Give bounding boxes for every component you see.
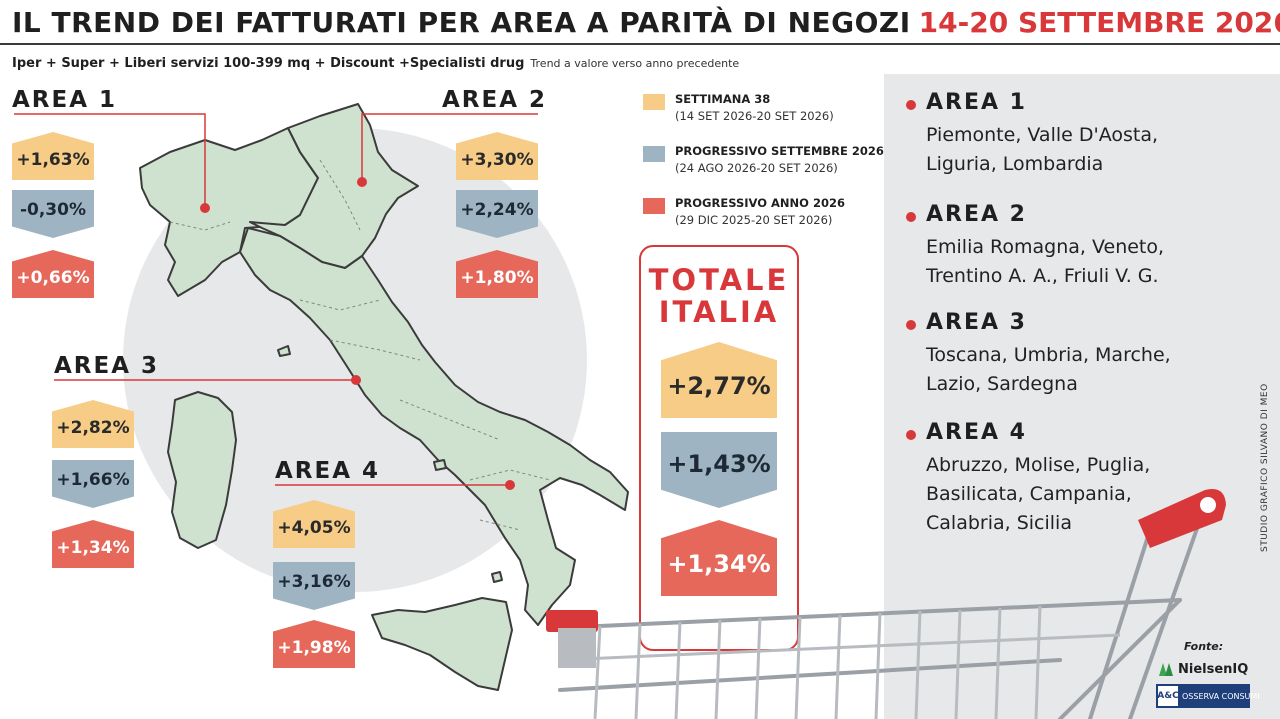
nielsen-logo: NielsenIQ [1158, 659, 1248, 679]
area-1-leader [14, 113, 206, 208]
osserva-consumi-logo: A&C OSSERVA CONSUMI [1156, 684, 1260, 708]
area-1-progressivo-settembre-badge: -0,30% [12, 190, 94, 238]
region-line: Toscana, Umbria, Marche, [926, 344, 1171, 366]
totale-title-line2: ITALIA [658, 295, 780, 329]
title-divider [0, 43, 1280, 45]
region-line: Abruzzo, Molise, Puglia, [926, 454, 1151, 476]
region-bullet [906, 100, 916, 110]
cart-handle-left [546, 610, 598, 632]
area-4-label: AREA 4 [275, 458, 381, 484]
region-title: AREA 2 [926, 202, 1027, 227]
nielsen-logo-text: NielsenIQ [1178, 661, 1249, 677]
map-island-2 [491, 571, 503, 583]
map-island-1 [433, 459, 447, 471]
totale-title-line1: TOTALE [648, 263, 790, 297]
area-3-dot [351, 375, 361, 385]
map-sardinia [167, 391, 237, 549]
area-2-progressivo-settembre-badge: +2,24% [456, 190, 538, 238]
legend-swatch-settimana [643, 94, 665, 110]
region-line: Piemonte, Valle D'Aosta, [926, 124, 1159, 146]
region-bullet [906, 320, 916, 330]
graphic-credit: STUDIO GRAFICO SILVANO DI MEO [1260, 383, 1270, 552]
area-3-settimana-badge: +2,82% [52, 400, 134, 448]
subtitle-main: Iper + Super + Liberi servizi 100-399 mq… [12, 56, 525, 71]
title-date: 14-20 SETTEMBRE 2026 [918, 6, 1280, 39]
area-2-progressivo-anno-badge: +1,80% [456, 250, 538, 298]
legend-swatch-progressivo-settembre [643, 146, 665, 162]
subtitle-note: Trend a valore verso anno precedente [530, 57, 740, 70]
area-1-progressivo-anno-badge: +0,66% [12, 250, 94, 298]
map-peninsula [239, 227, 629, 626]
totale-italia-box: TOTALE ITALIA +2,77% +1,43% +1,34% [639, 245, 799, 651]
map-sicily [371, 597, 513, 691]
legend-swatch-progressivo-anno [643, 198, 665, 214]
region-bullet [906, 212, 916, 222]
page-title: IL TREND DEI FATTURATI PER AREA A PARITÀ… [12, 6, 1280, 46]
area-2-label: AREA 2 [442, 87, 548, 113]
legend-label: PROGRESSIVO SETTEMBRE 2026 [675, 144, 884, 158]
shopping-cart-icon [546, 489, 1226, 719]
region-line: Emilia Romagna, Veneto, [926, 236, 1165, 258]
region-title: AREA 1 [926, 90, 1027, 115]
area-4-progressivo-anno-badge: +1,98% [273, 620, 355, 668]
subtitle: Iper + Super + Liberi servizi 100-399 mq… [12, 52, 739, 71]
legend-range: (14 SET 2026-20 SET 2026) [675, 109, 834, 123]
region-line: Calabria, Sicilia [926, 512, 1072, 534]
totale-settimana-badge: +2,77% [661, 342, 777, 418]
totale-progressivo-settembre-badge: +1,43% [661, 432, 777, 508]
legend-range: (29 DIC 2025-20 SET 2026) [675, 213, 833, 227]
osserva-consumi-logo-icon: A&C [1157, 686, 1179, 706]
area-3-progressivo-settembre-badge: +1,66% [52, 460, 134, 508]
area-2-settimana-badge: +3,30% [456, 132, 538, 180]
area-1-label: AREA 1 [12, 87, 118, 113]
region-bullet [906, 430, 916, 440]
source-label: Fonte: [1184, 640, 1224, 653]
area-2-leader [361, 113, 538, 182]
region-line: Lazio, Sardegna [926, 373, 1078, 395]
region-line: Basilicata, Campania, [926, 483, 1132, 505]
area-1-settimana-badge: +1,63% [12, 132, 94, 180]
area-4-dot [505, 480, 515, 490]
area-3-label: AREA 3 [54, 353, 160, 379]
italy-map-icon [14, 103, 629, 691]
region-line: Trentino A. A., Friuli V. G. [926, 265, 1159, 287]
legend-label: PROGRESSIVO ANNO 2026 [675, 196, 845, 210]
region-title: AREA 3 [926, 310, 1027, 335]
region-title: AREA 4 [926, 420, 1027, 445]
cart-handle-right [1138, 489, 1226, 548]
legend-range: (24 AGO 2026-20 SET 2026) [675, 161, 838, 175]
region-line: Liguria, Lombardia [926, 153, 1104, 175]
area-2-dot [357, 177, 367, 187]
area-1-dot [200, 203, 210, 213]
nielsen-logo-icon [1159, 663, 1173, 676]
map-island-elba [277, 345, 291, 357]
title-main: IL TREND DEI FATTURATI PER AREA A PARITÀ… [12, 6, 911, 39]
area-3-progressivo-anno-badge: +1,34% [52, 520, 134, 568]
area-4-progressivo-settembre-badge: +3,16% [273, 562, 355, 610]
cart-seat [558, 628, 596, 668]
osserva-consumi-text: OSSERVA CONSUMI [1182, 691, 1260, 701]
map-north-west [139, 127, 319, 297]
area-4-settimana-badge: +4,05% [273, 500, 355, 548]
totale-progressivo-anno-badge: +1,34% [661, 520, 777, 596]
legend-label: SETTIMANA 38 [675, 92, 771, 106]
